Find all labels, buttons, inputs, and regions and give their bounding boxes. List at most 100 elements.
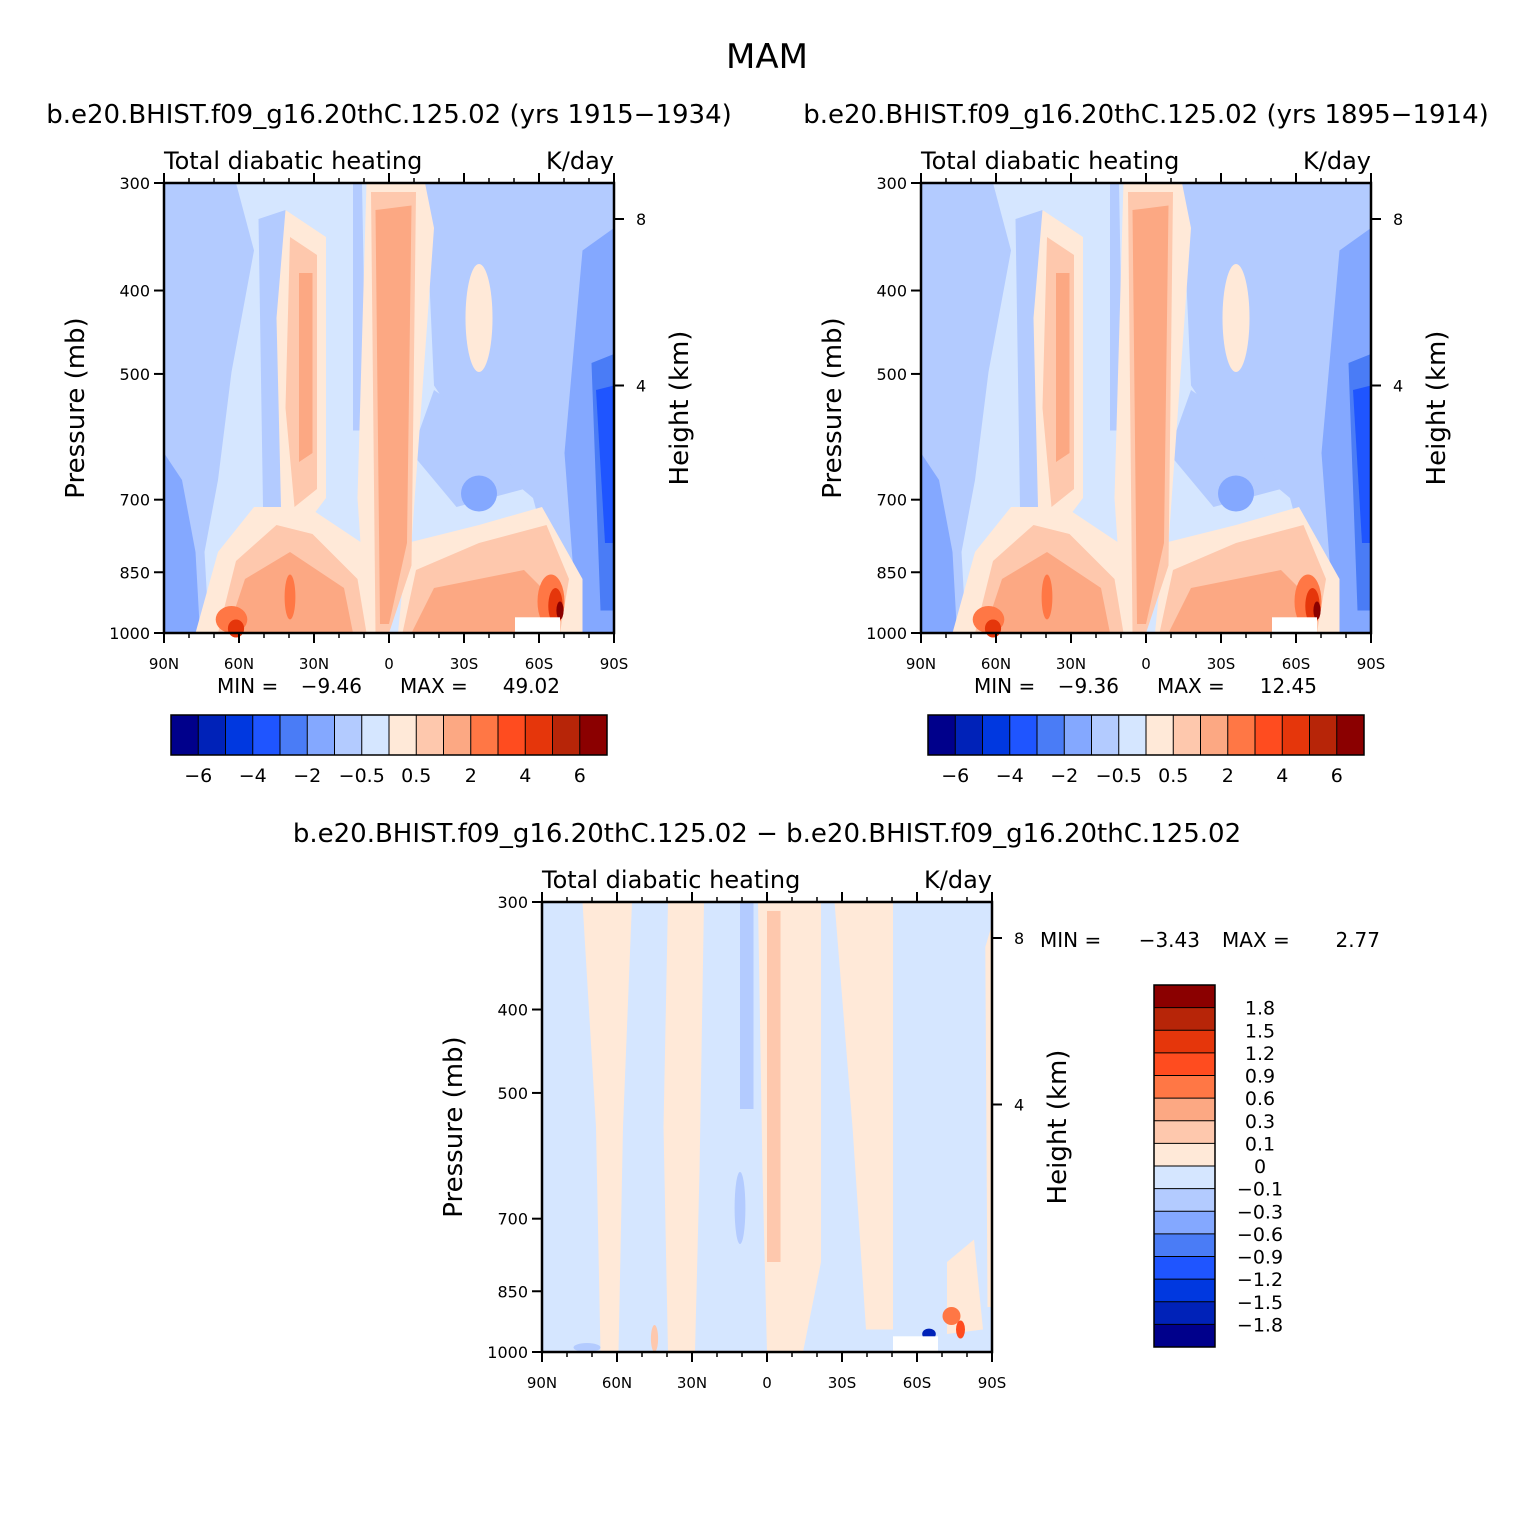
contour-positive-band-1 xyxy=(582,902,632,1352)
chart-title: b.e20.BHIST.f09_g16.20thC.125.02 (yrs 18… xyxy=(803,100,1489,130)
colorbar-label: 0.5 xyxy=(401,765,431,787)
contour-itcz-strong xyxy=(1132,205,1169,624)
y-right-axis-label: Height (km) xyxy=(1043,1050,1073,1205)
contour-sh-surface-strong xyxy=(411,570,551,633)
contour-pole-max-negative xyxy=(596,385,614,543)
colorbar-box xyxy=(1146,715,1174,755)
contour-positive-surface-spot xyxy=(650,1325,659,1352)
colorbar-box xyxy=(982,715,1011,755)
colorbar-box xyxy=(1009,715,1038,755)
y-tick-label: 850 xyxy=(119,563,150,582)
x-tick-label: 60S xyxy=(1282,655,1311,673)
min-value: −3.43 xyxy=(1139,928,1200,952)
colorbar-box xyxy=(1091,715,1120,755)
colorbar-label: 0.3 xyxy=(1245,1111,1275,1133)
x-tick-label: 60N xyxy=(981,655,1011,673)
contour-positive-equator-core xyxy=(767,911,781,1262)
colorbar-label: 2 xyxy=(1222,765,1234,787)
x-tick-label: 30N xyxy=(1056,655,1086,673)
min-label: MIN = xyxy=(974,674,1035,698)
missing-data-region xyxy=(1272,617,1317,634)
colorbar-label: −6 xyxy=(184,765,212,787)
colorbar-box xyxy=(361,715,390,755)
contour-field xyxy=(921,183,1371,638)
colorbar-label: 1.5 xyxy=(1245,1020,1275,1042)
contour-nh-column-strong xyxy=(1056,273,1070,462)
y-tick-label: 850 xyxy=(497,1282,528,1301)
contour-nh-strong-negative xyxy=(921,453,957,633)
contour-sh-upper-weak xyxy=(465,264,493,372)
colorbar-frame xyxy=(1153,984,1216,1348)
y-axis-label: Pressure (mb) xyxy=(439,1036,469,1217)
colorbar-box xyxy=(171,715,199,755)
colorbar-box xyxy=(1154,1120,1215,1144)
y-right-tick-label: 8 xyxy=(636,210,646,229)
colorbar-box xyxy=(1154,985,1215,1008)
colorbar-box xyxy=(1154,1030,1215,1054)
colorbar-box xyxy=(1255,715,1283,755)
colorbar-box xyxy=(443,715,472,755)
max-value: 49.02 xyxy=(503,674,560,698)
y-right-tick-label: 4 xyxy=(636,377,646,396)
colorbar-label: 6 xyxy=(574,765,586,787)
colorbar-label: −4 xyxy=(239,765,267,787)
colorbar-label: −1.8 xyxy=(1237,1314,1283,1336)
colorbar-box xyxy=(955,715,983,755)
chart-panel-2: b.e20.BHIST.f09_g16.20thC.125.02 (yrs 18… xyxy=(803,100,1489,787)
colorbar-box xyxy=(525,715,553,755)
colorbar-box xyxy=(1154,1188,1215,1212)
contour-pole-max-negative xyxy=(1353,385,1371,543)
y-tick-label: 700 xyxy=(119,491,150,510)
colorbar-box xyxy=(1154,1143,1215,1167)
contour-positive-sh-peak xyxy=(956,1320,965,1339)
y-tick-label: 850 xyxy=(876,563,907,582)
colorbar-box xyxy=(1282,715,1310,755)
y-tick-label: 300 xyxy=(119,174,150,193)
plot-frame xyxy=(919,181,1373,635)
colorbar-label: 0.6 xyxy=(1245,1088,1275,1110)
max-label: MAX = xyxy=(400,674,468,698)
x-tick-label: 30N xyxy=(299,655,329,673)
colorbar-label: 6 xyxy=(1331,765,1343,787)
y-tick-label: 400 xyxy=(876,282,907,301)
colorbar-box xyxy=(252,715,281,755)
y-tick-label: 500 xyxy=(497,1084,528,1103)
colorbar-box xyxy=(225,715,254,755)
contour-nh-cell-max xyxy=(284,574,296,620)
contour-positive-sh-core xyxy=(942,1307,961,1325)
missing-data-region xyxy=(515,617,560,634)
colorbar-box xyxy=(470,715,499,755)
contour-sh-upper-weak xyxy=(1222,264,1250,372)
chart-title: b.e20.BHIST.f09_g16.20thC.125.02 − b.e20… xyxy=(293,819,1241,849)
colorbar-label: 0.5 xyxy=(1158,765,1188,787)
colorbar-box xyxy=(1064,715,1092,755)
colorbar-box xyxy=(579,715,608,755)
contour-negative-surface-spot xyxy=(573,1343,601,1352)
colorbar-box xyxy=(1200,715,1229,755)
y-tick-label: 700 xyxy=(497,1210,528,1229)
contour-itcz-strong xyxy=(375,205,412,624)
colorbar-box xyxy=(1154,1301,1215,1325)
x-tick-label: 30N xyxy=(677,1374,707,1392)
min-label: MIN = xyxy=(217,674,278,698)
max-value: 2.77 xyxy=(1335,928,1380,952)
plot-frame xyxy=(162,181,616,635)
colorbar-label: −2 xyxy=(1050,765,1078,787)
colorbar-label: 1.8 xyxy=(1245,998,1275,1020)
y-tick-label: 500 xyxy=(119,365,150,384)
y-right-tick-label: 4 xyxy=(1393,377,1403,396)
contour-positive-pole xyxy=(985,924,992,1307)
colorbar-box xyxy=(1154,1256,1215,1280)
contour-nh-surface-peak xyxy=(227,619,245,638)
x-tick-label: 60N xyxy=(224,655,254,673)
x-tick-label: 60N xyxy=(602,1374,632,1392)
colorbar-label: 0.1 xyxy=(1245,1133,1275,1155)
right-string: K/day xyxy=(924,866,992,894)
colorbar-box xyxy=(1037,715,1065,755)
colorbar-label: 2 xyxy=(465,765,477,787)
page-title: MAM xyxy=(726,37,808,77)
x-tick-label: 90S xyxy=(600,655,629,673)
colorbar-label: 4 xyxy=(1276,765,1288,787)
contour-sh-mid-negative xyxy=(411,390,524,507)
